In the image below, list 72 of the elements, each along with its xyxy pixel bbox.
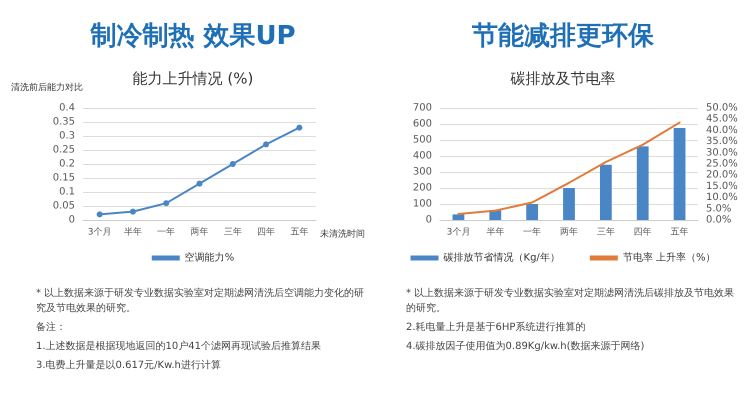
point [196, 180, 202, 187]
y2-tick-label: 15.0% [706, 180, 738, 192]
text: 3.电费上升量是以0.617元/Kw.h进行计算 [36, 359, 221, 371]
x-tick-label: 半年 [124, 226, 142, 238]
y-tick-label: 0.4 [59, 102, 75, 114]
text: * 以上数据来源于研发专业数据实验室对定期滤网清洗后空调能力变化的研究及节电效果的研究。 [36, 287, 364, 314]
x-axis-title: 未清洗时间 [320, 228, 365, 240]
line-series [457, 122, 681, 215]
bar [600, 164, 612, 220]
x-tick-label: 五年 [290, 226, 308, 238]
y2-tick-label: 25.0% [706, 158, 738, 170]
y-tick-label: 0.05 [52, 200, 75, 212]
x-tick-label: 一年 [523, 226, 542, 238]
text: 备注： [36, 321, 66, 333]
point [96, 211, 103, 218]
y-tick-label: 600 [412, 118, 432, 130]
y2-tick-label: 30.0% [706, 147, 738, 158]
text: 1.上述数据是根据现地返回的10户41个滤网再现试验后推算结果 [36, 340, 321, 352]
text: 2.耗电量上升是基于6HP系统进行推算的 [406, 321, 586, 333]
x-tick-label: 3个月 [446, 226, 470, 238]
y-tick-label: 0.1 [59, 186, 75, 198]
bar [636, 146, 649, 220]
point [263, 141, 270, 148]
x-tick-label: 两年 [560, 226, 578, 238]
y2-tick-label: 10.0% [706, 192, 738, 204]
y-tick-label: 400 [412, 150, 432, 162]
y-tick-label: 0.35 [52, 116, 75, 128]
x-tick-label: 五年 [670, 226, 689, 238]
text: * 以上数据来源于研发专业数据实验室对定期滤网清洗后碳排放及节电效果的研究。 [406, 287, 734, 314]
point [130, 208, 136, 215]
bar [563, 188, 575, 220]
y-tick-label: 0.15 [52, 172, 75, 184]
point [296, 124, 302, 131]
y2-tick-label: 45.0% [706, 114, 738, 125]
x-tick-label: 三年 [224, 226, 242, 238]
y-tick-label: 300 [412, 166, 432, 178]
y-tick-label: 0.2 [59, 158, 75, 170]
x-tick-label: 3个月 [88, 226, 112, 238]
chart-subtitle: 能力上升情况 (%) [132, 70, 254, 88]
x-tick-label: 两年 [190, 226, 208, 238]
y2-tick-label: 5.0% [706, 203, 732, 214]
y2-tick-label: 50.0% [706, 102, 738, 114]
x-tick-label: 一年 [157, 226, 176, 238]
y-tick-label: 0.25 [52, 144, 75, 156]
legend-label: 节电率 上升率（%） [622, 252, 716, 264]
y-tick-label: 500 [412, 134, 432, 146]
y2-tick-label: 35.0% [706, 136, 738, 148]
bar [452, 214, 464, 220]
point [163, 200, 170, 206]
chart-title: 节能减排更环保 [471, 21, 655, 51]
y-tick-label: 0 [68, 214, 75, 226]
y-tick-label: 0 [426, 214, 432, 226]
bar [526, 204, 538, 220]
y-axis-title: 清洗前后能力对比 [11, 82, 83, 93]
chart-title: 制冷制热 效果UP [89, 21, 296, 51]
y2-tick-label: 0.0% [706, 214, 732, 226]
x-tick-label: 三年 [596, 226, 615, 238]
y-tick-label: 100 [412, 198, 432, 210]
bar [674, 128, 686, 220]
legend-label: 空调能力% [184, 252, 234, 264]
legend-label: 碳排放节省情况（Kg/年） [442, 252, 560, 264]
y-tick-label: 0.3 [59, 130, 75, 142]
x-tick-label: 四年 [257, 226, 276, 238]
x-tick-label: 半年 [486, 226, 504, 238]
chart-subtitle: 碳排放及节电率 [510, 70, 616, 88]
y-tick-label: 700 [412, 102, 432, 114]
y-tick-label: 200 [412, 182, 432, 194]
point [230, 161, 236, 167]
text: 4.碳排放因子使用值为0.89Kg/kw.h(数据来源于网络) [406, 340, 645, 352]
x-tick-label: 四年 [634, 226, 652, 238]
y2-tick-label: 40.0% [706, 124, 738, 136]
y2-tick-label: 20.0% [706, 170, 738, 181]
